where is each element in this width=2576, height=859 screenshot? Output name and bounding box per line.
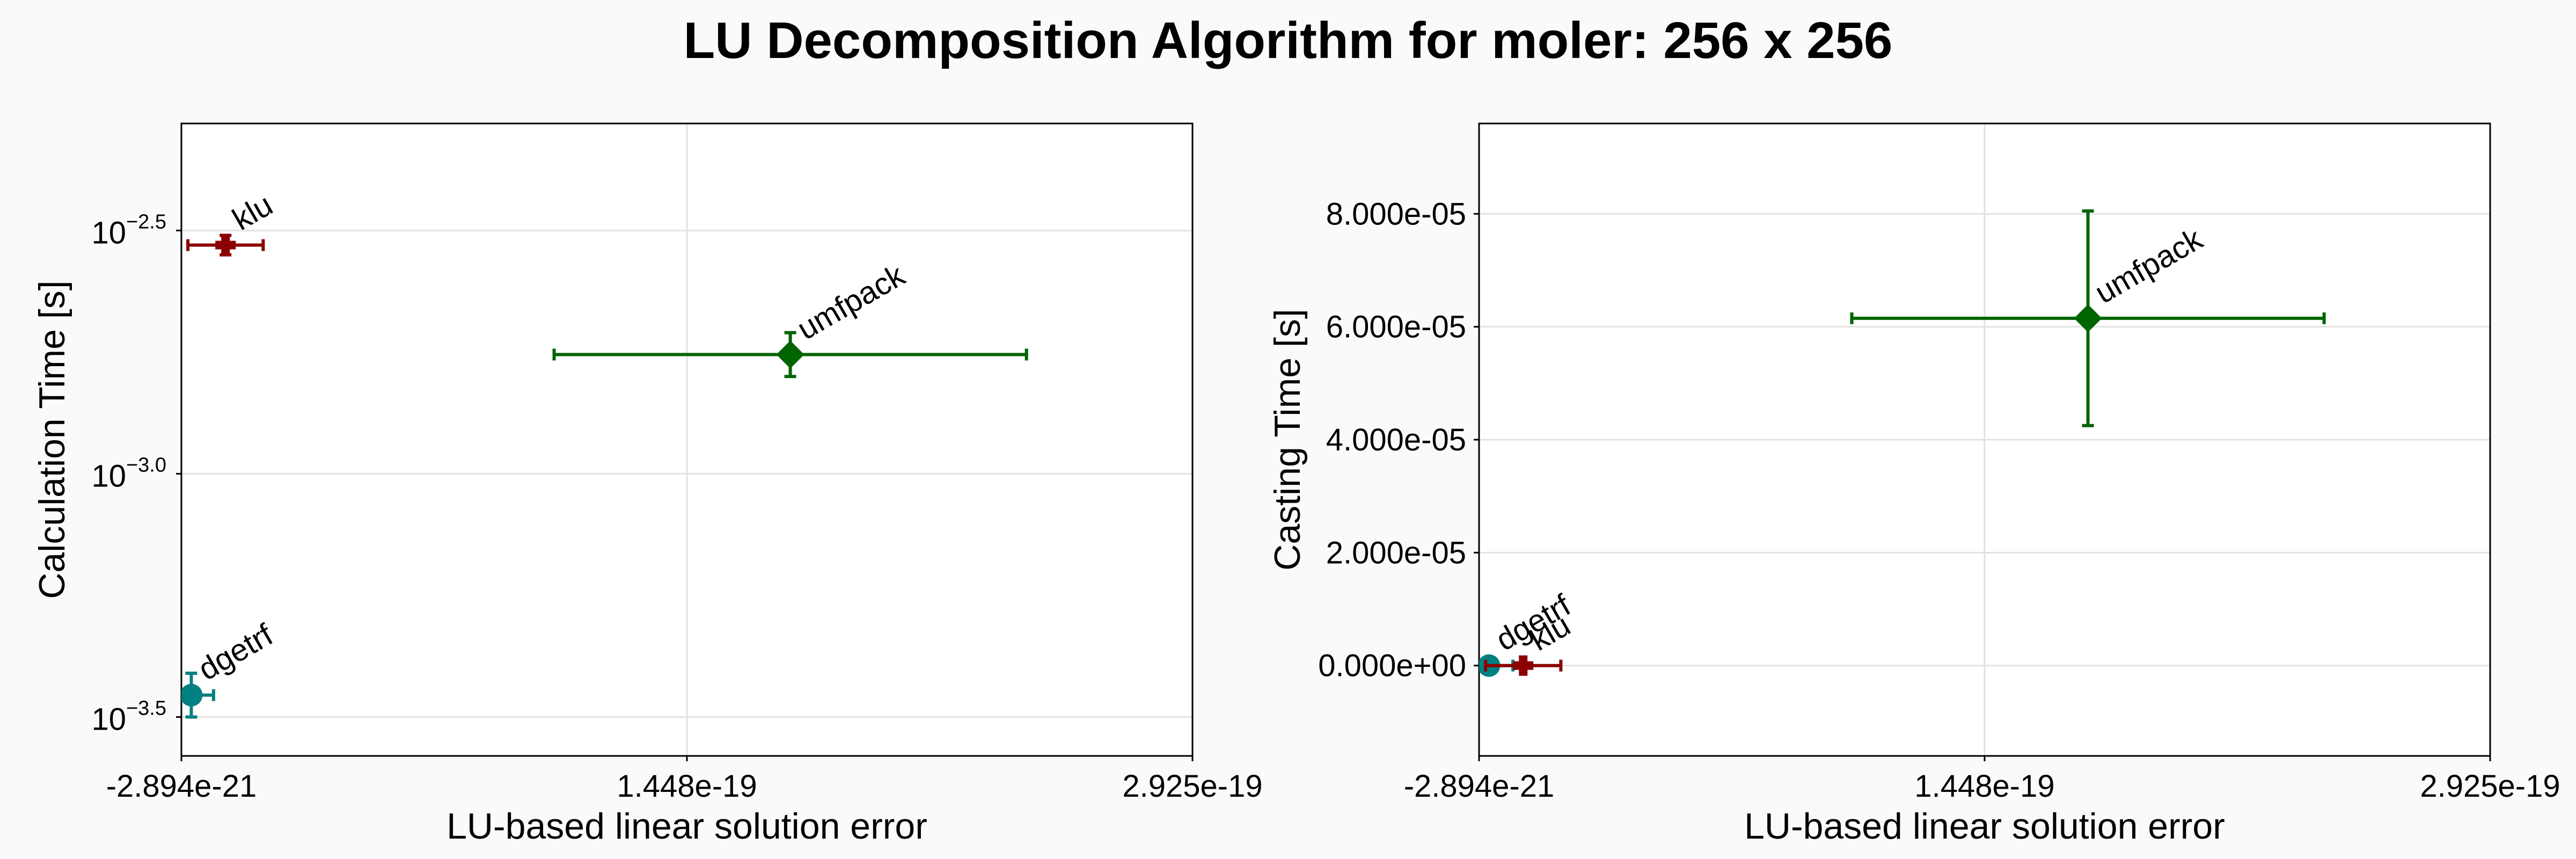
point-umfpack (1850, 209, 2326, 427)
y-tick-base: 10 (91, 215, 126, 250)
x-tick-label: -2.894e-21 (1404, 769, 1555, 804)
y-tick-base: 10 (91, 458, 126, 493)
y-tick-label: 10−3.0 (91, 454, 166, 493)
x-tick-label: -2.894e-21 (106, 769, 257, 804)
y-tick-base: 10 (91, 702, 126, 737)
point-klu (1484, 655, 1563, 676)
y-tick-label: 10−2.5 (91, 210, 166, 250)
x-tick-label: 1.448e-19 (1914, 769, 2054, 804)
y-tick-label: 2.000e-05 (1326, 535, 1466, 570)
y-tick-exponent: −2.5 (126, 210, 166, 233)
point-umfpack (552, 331, 1028, 378)
data-points (181, 234, 1028, 719)
y-tick-exponent: −3.5 (126, 697, 166, 720)
x-tick-label: 1.448e-19 (617, 769, 757, 804)
y-tick-label: 8.000e-05 (1326, 196, 1466, 231)
y-tick-label: 0.000e+00 (1318, 649, 1466, 683)
y-axis-title: Calculation Time [s] (32, 280, 72, 599)
marker-cross (215, 235, 236, 256)
figure-title: LU Decomposition Algorithm for moler: 25… (684, 12, 1893, 69)
y-axis-title: Casting Time [s] (1267, 309, 1308, 571)
point-dgetrf (181, 671, 215, 719)
marker-circle (181, 683, 203, 707)
y-tick-label: 6.000e-05 (1326, 310, 1466, 345)
y-tick-exponent: −3.0 (126, 454, 166, 476)
point-klu (186, 234, 265, 257)
x-tick-label: 2.925e-19 (1122, 769, 1262, 804)
x-axis-title: LU-based linear solution error (1744, 806, 2225, 847)
calculation-time-panel: -2.894e-21 1.448e-19 2.925e-1910−2.510−3.0… (32, 122, 1263, 847)
marker-cross (1513, 655, 1534, 676)
data-points (1479, 209, 2326, 677)
x-axis-title: LU-based linear solution error (447, 806, 927, 847)
x-tick-label: 2.925e-19 (2420, 769, 2560, 804)
marker-diamond (776, 340, 804, 369)
casting-time-panel: -2.894e-21 1.448e-19 2.925e-19 0.000e+00 2.0… (1267, 122, 2560, 847)
y-tick-label: 4.000e-05 (1326, 423, 1466, 457)
marker-diamond (2074, 304, 2102, 332)
y-tick-label: 10−3.5 (91, 697, 166, 737)
